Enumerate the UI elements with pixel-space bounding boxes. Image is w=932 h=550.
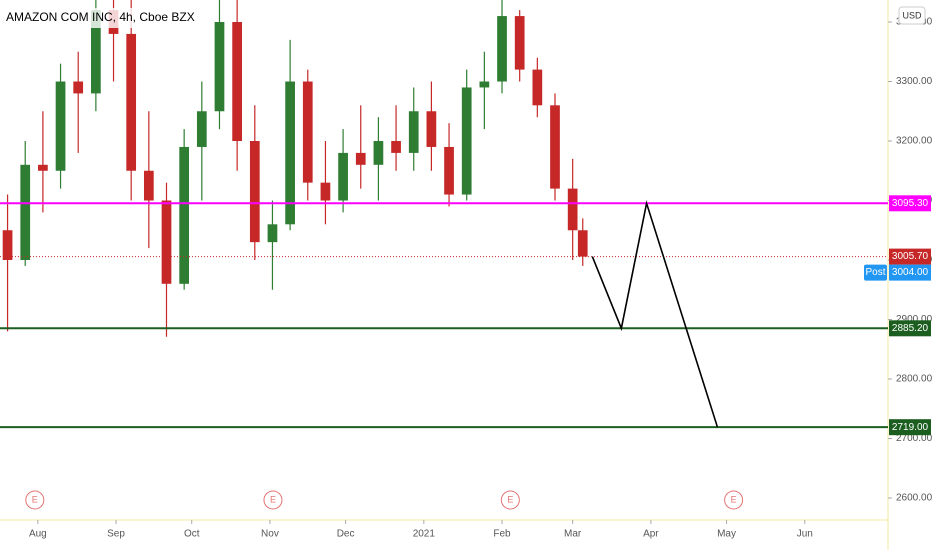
x-tick-label: 2021 [413, 529, 436, 540]
post-market-value: 3004.00 [892, 267, 929, 278]
level-label: 3095.30 [892, 198, 929, 209]
candle-body [232, 22, 242, 142]
post-market-box [889, 264, 931, 281]
candle-body [161, 200, 172, 284]
candle-body [285, 81, 295, 225]
x-tick-label: Aug [29, 529, 47, 540]
candle-body [550, 105, 560, 189]
earnings-label: E [731, 494, 737, 504]
earnings-label: E [32, 494, 38, 504]
last-price-label: 3005.70 [892, 251, 929, 262]
level-label: 2719.00 [892, 422, 929, 433]
earnings-marker [25, 490, 45, 510]
candle-body [267, 224, 278, 243]
x-tick-label: Feb [493, 529, 511, 540]
y-tick-label: 2900.00 [896, 314, 932, 325]
candle-body [461, 87, 472, 195]
candle-body [179, 146, 190, 284]
currency-box [898, 6, 926, 25]
candle-body [355, 152, 366, 165]
level-box [889, 320, 931, 337]
x-tick-label: Jun [797, 529, 813, 540]
candle-body [532, 69, 543, 106]
candle-body [2, 230, 13, 260]
candle-body [126, 33, 137, 171]
candle-body [426, 111, 437, 147]
candle-body [196, 111, 207, 147]
post-market-tag-label: Post [865, 267, 885, 278]
candle-body [444, 146, 454, 195]
candle-body [143, 170, 154, 201]
y-tick-label: 3300.00 [896, 76, 932, 87]
y-tick-label: 2700.00 [896, 433, 932, 444]
candle-body [567, 188, 578, 231]
projection-path [591, 200, 719, 428]
candle-body [577, 230, 588, 257]
earnings-label: E [507, 494, 513, 504]
candle-body [91, 10, 101, 94]
x-tick-label: Nov [261, 529, 279, 540]
candle-body [20, 164, 31, 260]
candle-body [214, 22, 225, 112]
candle-body [302, 81, 313, 183]
currency-label: USD [902, 10, 922, 20]
candle-body [373, 141, 384, 165]
candle-body [73, 81, 84, 94]
candle-body [514, 16, 525, 70]
x-tick-label: May [717, 529, 736, 540]
candle-body [320, 182, 331, 201]
last-price-box [889, 248, 931, 265]
candle-body [55, 81, 66, 171]
post-market-tag [864, 264, 887, 281]
y-tick-label: 2800.00 [896, 374, 932, 385]
candle-body [408, 111, 419, 153]
candle-body [38, 164, 48, 171]
x-tick-label: Sep [107, 529, 125, 540]
earnings-marker [500, 490, 520, 510]
earnings-marker [724, 490, 744, 510]
level-box [889, 195, 931, 212]
candle-body [249, 141, 260, 243]
earnings-label: E [270, 494, 276, 504]
level-label: 2885.20 [892, 323, 929, 334]
y-tick-label: 2600.00 [896, 493, 932, 504]
earnings-marker [263, 490, 283, 510]
candle-body [497, 16, 507, 82]
level-box [889, 419, 931, 436]
x-tick-label: Oct [184, 529, 200, 540]
x-tick-label: Mar [564, 529, 582, 540]
candle-body [479, 81, 490, 88]
y-tick-label: 3200.00 [896, 136, 932, 147]
title-bg [0, 8, 200, 28]
candle-body [338, 152, 348, 201]
chart-title: AMAZON COM INC, 4h, Cboe BZX [6, 10, 195, 24]
candle-body [391, 141, 401, 153]
x-tick-label: Dec [337, 529, 355, 540]
x-tick-label: Apr [643, 529, 659, 540]
